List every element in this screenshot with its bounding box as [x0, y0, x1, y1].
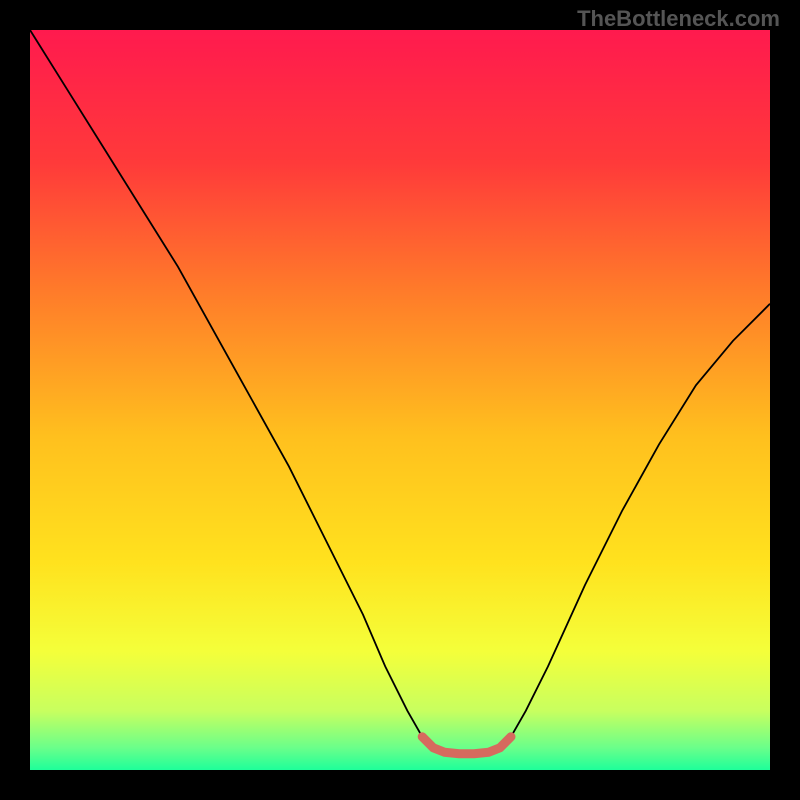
plot-area [30, 30, 770, 770]
optimal-range-highlight [422, 737, 511, 754]
watermark-text: TheBottleneck.com [577, 6, 780, 32]
bottleneck-curve [30, 30, 770, 754]
chart-svg [30, 30, 770, 770]
